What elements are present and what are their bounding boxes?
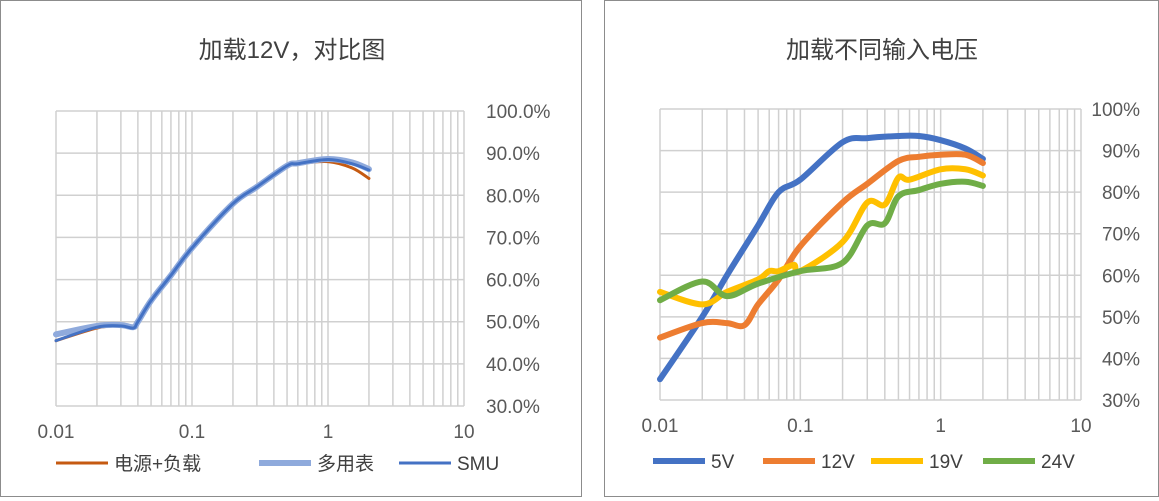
y-tick-label: 50.0% bbox=[486, 313, 540, 334]
grid bbox=[659, 108, 1082, 401]
x-tick-label: 0.01 bbox=[642, 416, 679, 437]
x-tick-label: 10 bbox=[1070, 416, 1091, 437]
y-tick-label: 80.0% bbox=[486, 186, 540, 207]
y-tick-label: 60% bbox=[1102, 266, 1140, 287]
y-tick-label: 90.0% bbox=[486, 144, 540, 165]
legend: 电源+负载 多用表 SMU bbox=[56, 453, 499, 475]
y-tick-label: 50% bbox=[1102, 308, 1140, 329]
y-tick-label: 100.0% bbox=[486, 102, 551, 123]
y-tick-label: 100% bbox=[1091, 100, 1140, 121]
legend-label: 多用表 bbox=[317, 453, 374, 475]
x-tick-label: 1 bbox=[323, 422, 334, 443]
y-tick-label: 30.0% bbox=[486, 397, 540, 418]
series-group bbox=[657, 132, 986, 383]
grid bbox=[55, 110, 465, 407]
chart-title: 加载不同输入电压 bbox=[786, 37, 978, 64]
ticks: 0.01 0.1 1 10 30% 40% 50% 60% 70% 80% 90% 100% bbox=[642, 100, 1141, 437]
series-line-19V bbox=[657, 165, 986, 308]
legend-label: 24V bbox=[1041, 452, 1075, 473]
y-tick-label: 90% bbox=[1102, 142, 1140, 163]
chart-svg: 加载不同输入电压 0.01 0.1 1 10 30% 40% 50% 60% 70% 80% 90%… bbox=[642, 37, 1141, 473]
x-tick-label: 10 bbox=[453, 422, 474, 443]
y-tick-label: 80% bbox=[1102, 183, 1140, 204]
ticks: 0.01 0.1 1 10 30.0% 40.0% 50.0% 60.0% 70.0% 80.0%… bbox=[38, 102, 551, 443]
chart-title: 加载12V，对比图 bbox=[199, 37, 386, 64]
y-tick-label: 70.0% bbox=[486, 228, 540, 249]
series-line-12V bbox=[657, 151, 986, 341]
chart-panel-12v-comparison: 加载12V，对比图 0.01 0.1 1 10 30.0% 40.0% 50.0% 60.0%… bbox=[0, 0, 582, 497]
legend-label: SMU bbox=[457, 454, 499, 475]
x-tick-label: 1 bbox=[935, 416, 946, 437]
y-tick-label: 40% bbox=[1102, 349, 1140, 370]
series-line-5V bbox=[657, 132, 986, 383]
legend-label: 5V bbox=[711, 452, 735, 473]
x-tick-label: 0.1 bbox=[787, 416, 813, 437]
y-tick-label: 40.0% bbox=[486, 355, 540, 376]
y-tick-label: 70% bbox=[1102, 225, 1140, 246]
legend: 5V 12V 19V 24V bbox=[653, 452, 1075, 473]
legend-label: 12V bbox=[821, 452, 855, 473]
x-tick-label: 0.1 bbox=[179, 422, 205, 443]
x-tick-label: 0.01 bbox=[38, 422, 75, 443]
chart-panel-input-voltage: 加载不同输入电压 0.01 0.1 1 10 30% 40% 50% 60% 70% 80% 90%… bbox=[604, 0, 1159, 497]
series-group bbox=[53, 156, 372, 343]
legend-label: 电源+负载 bbox=[114, 453, 201, 475]
legend-label: 19V bbox=[929, 452, 963, 473]
series-line-SMU bbox=[54, 157, 371, 343]
chart-svg: 加载12V，对比图 0.01 0.1 1 10 30.0% 40.0% 50.0% 60.0%… bbox=[38, 37, 551, 475]
series-line-24V bbox=[657, 178, 986, 304]
y-tick-label: 30% bbox=[1102, 391, 1140, 412]
y-tick-label: 60.0% bbox=[486, 271, 540, 292]
